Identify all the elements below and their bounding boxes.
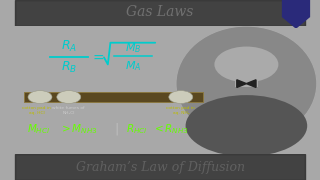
Text: $< R_{NH3}$: $< R_{NH3}$ <box>152 122 189 136</box>
Bar <box>24 92 203 102</box>
Text: $M_A$: $M_A$ <box>124 59 141 73</box>
Text: cotton pad in
aq. HCl: cotton pad in aq. HCl <box>22 106 51 115</box>
Text: $M_B$: $M_B$ <box>124 41 141 55</box>
Text: $M_{HCl}$: $M_{HCl}$ <box>27 122 51 136</box>
Ellipse shape <box>214 47 278 82</box>
Text: $|$: $|$ <box>115 121 119 137</box>
Text: Graham’s Law of Diffusion: Graham’s Law of Diffusion <box>76 161 244 174</box>
Ellipse shape <box>169 91 193 103</box>
Ellipse shape <box>57 91 81 103</box>
Text: white fumes of
NH₄Cl: white fumes of NH₄Cl <box>52 106 85 115</box>
Polygon shape <box>283 0 309 28</box>
Text: $R_{HCl}$: $R_{HCl}$ <box>126 122 148 136</box>
Ellipse shape <box>186 95 307 156</box>
Ellipse shape <box>28 91 52 103</box>
Text: cotton pad in
aq. NH₃: cotton pad in aq. NH₃ <box>166 106 195 115</box>
Ellipse shape <box>176 26 317 141</box>
Polygon shape <box>246 80 256 87</box>
Text: $> M_{NH3}$: $> M_{NH3}$ <box>59 122 98 136</box>
Polygon shape <box>237 80 246 87</box>
Text: $=$: $=$ <box>90 50 105 64</box>
Text: Gas Laws: Gas Laws <box>126 5 194 19</box>
Bar <box>235 75 258 87</box>
Text: $R_B$: $R_B$ <box>61 59 77 75</box>
Text: $R_A$: $R_A$ <box>61 39 77 54</box>
